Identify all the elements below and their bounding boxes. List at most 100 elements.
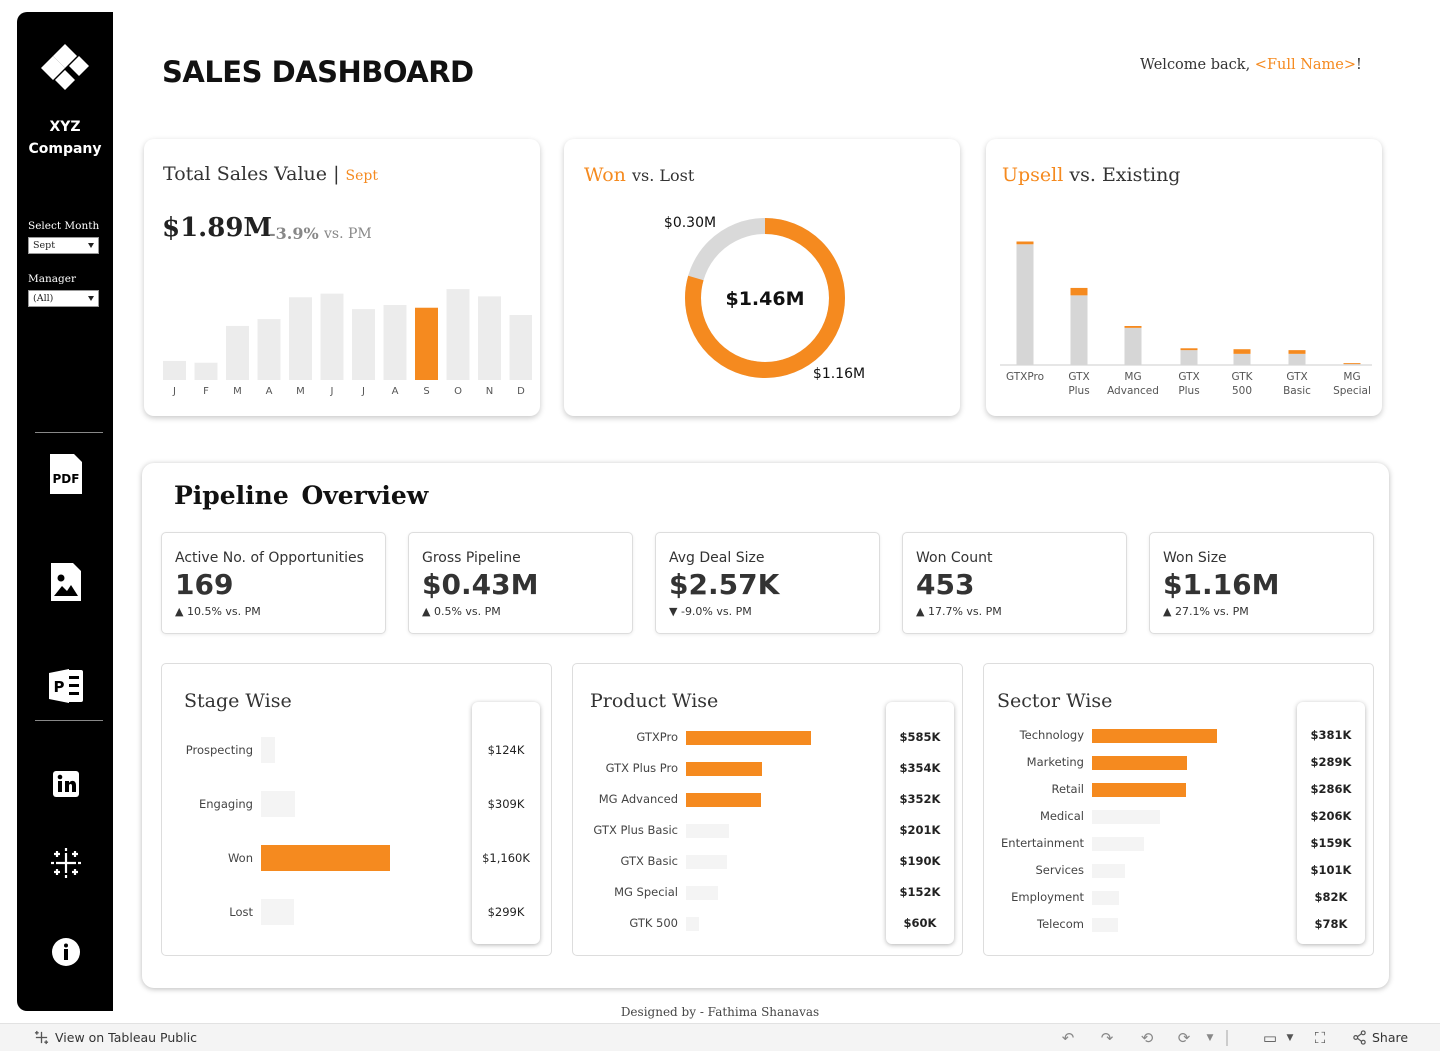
tableau-link[interactable] — [47, 844, 85, 882]
linkedin-icon — [53, 771, 79, 797]
kpi-card-won-count: Won Count 453 ▲ 17.7% vs. PM — [902, 532, 1127, 634]
kpi-change: ▼ -9.0% vs. PM — [669, 605, 752, 618]
horizontal-bar — [1092, 918, 1118, 932]
product-wise-card: Product Wise GTXPro $585K GTX Plus Pro $354… — [572, 663, 963, 956]
bar-category-label: GTX Basic — [620, 854, 678, 868]
won-value-label: $1.16M — [813, 366, 865, 382]
undo-icon[interactable]: ↶ — [1061, 1029, 1075, 1047]
share-icon — [1353, 1030, 1366, 1045]
kpi-change: ▲ 0.5% vs. PM — [422, 605, 501, 618]
month-filter-select[interactable]: Sept — [28, 237, 99, 254]
existing-bar — [1180, 350, 1198, 365]
product-tick-label: GTXPro — [1006, 371, 1044, 383]
view-on-tableau-link[interactable]: View on Tableau Public — [34, 1030, 197, 1045]
existing-bar — [1124, 327, 1142, 365]
comment-icon[interactable]: ▭ — [1262, 1029, 1278, 1047]
bar-value-label: $354K — [899, 761, 941, 775]
welcome-prefix: Welcome back, — [1140, 57, 1255, 73]
bar-category-label: Won — [227, 851, 253, 865]
kpi-change-text: -9.0% vs. PM — [680, 605, 752, 618]
info-button[interactable] — [47, 933, 85, 971]
upsell-bar — [1070, 287, 1088, 296]
won-lost-card: Won vs. Lost $1.46M $0.30M $1.16M — [564, 139, 960, 416]
share-button[interactable]: Share — [1352, 1030, 1408, 1045]
product-tick-label: GTX — [1068, 371, 1089, 383]
manager-filter-select[interactable]: (All) — [28, 290, 99, 307]
product-wise-title: Product Wise — [590, 690, 719, 712]
bar-category-label: GTXPro — [636, 730, 678, 744]
bar-category-label: GTX Plus Basic — [593, 823, 678, 837]
revert-icon[interactable]: ⟲ — [1140, 1029, 1154, 1047]
bar-value-label: $60K — [903, 916, 937, 930]
existing-bar — [1016, 244, 1034, 365]
svg-text:P: P — [54, 678, 65, 696]
kpi-change: ▲ 27.1% vs. PM — [1163, 605, 1249, 618]
upsell-bar — [1343, 363, 1361, 365]
bar-value-label: $299K — [487, 905, 525, 919]
horizontal-bar — [686, 886, 719, 900]
horizontal-bar — [1092, 783, 1186, 797]
sector-wise-card: Sector Wise Technology $381K Marketing $289… — [983, 663, 1374, 956]
month-tick-label: M — [233, 386, 242, 397]
bar-category-label: Employment — [1011, 890, 1084, 904]
sales-bar — [383, 305, 407, 380]
upsell-card: Upsell vs. Existing GTXPro GTX Plus MG Advan… — [986, 139, 1382, 416]
refresh-icon[interactable]: ⟳ — [1177, 1029, 1191, 1047]
won-lost-donut-chart: $1.46M $0.30M $1.16M — [664, 215, 865, 382]
donut-slice-won — [685, 218, 845, 378]
product-tick-label: GTK — [1231, 371, 1253, 383]
donut-center-label: $1.46M — [725, 288, 804, 310]
chevron-down-icon — [88, 296, 94, 301]
kpi-change-text: 17.7% vs. PM — [927, 605, 1002, 618]
linkedin-link[interactable] — [47, 765, 85, 803]
kpi-change-text: 10.5% vs. PM — [186, 605, 261, 618]
upsell-bar — [1233, 349, 1251, 354]
existing-bar — [1288, 353, 1306, 365]
bar-category-label: Prospecting — [185, 743, 253, 757]
bar-value-label: $206K — [1310, 809, 1352, 823]
month-tick-label: A — [392, 386, 399, 397]
horizontal-bar — [1092, 864, 1126, 878]
arrow-up-icon: ▲ — [422, 605, 431, 618]
month-tick-label: M — [296, 386, 305, 397]
bar-category-label: Medical — [1039, 809, 1084, 823]
month-tick-label: S — [423, 386, 429, 397]
kpi-change: ▲ 17.7% vs. PM — [916, 605, 1002, 618]
sales-bar — [415, 307, 438, 380]
arrow-down-icon: ▼ — [669, 605, 678, 618]
kpi-card-gross-pipeline: Gross Pipeline $0.43M ▲ 0.5% vs. PM — [408, 532, 633, 634]
pdf-icon-text: PDF — [53, 472, 80, 486]
total-sales-value: $1.89M — [162, 213, 273, 243]
total-sales-delta: -3.9% — [269, 224, 319, 243]
kpi-label: Won Count — [916, 550, 993, 566]
redo-icon[interactable]: ↷ — [1100, 1029, 1114, 1047]
upsell-bar — [1180, 348, 1198, 351]
product-tick-label: Special — [1333, 385, 1371, 397]
upsell-title-accent: Upsell — [1002, 164, 1064, 186]
bar-category-label: GTK 500 — [629, 916, 678, 930]
image-export-button[interactable] — [47, 563, 85, 601]
existing-bar — [1233, 353, 1251, 365]
product-tick-label: 500 — [1232, 385, 1252, 397]
product-tick-label: MG — [1124, 371, 1141, 383]
pdf-icon: PDF — [50, 454, 82, 494]
month-tick-label: J — [330, 386, 334, 397]
bar-category-label: Technology — [1019, 728, 1084, 742]
existing-bar — [1343, 364, 1361, 365]
total-sales-vs-label: vs. PM — [324, 226, 372, 242]
pipeline-overview-panel: Pipeline Overview Active No. of Opportun… — [142, 463, 1389, 988]
tableau-icon — [51, 848, 81, 878]
upsell-bar-chart: GTXPro GTX Plus MG Advanced GTX Plus GTK 500 GTX B… — [1000, 241, 1372, 397]
upsell-bar — [1016, 241, 1034, 245]
chevron-down-icon[interactable]: ▼ — [1206, 1033, 1214, 1043]
kpi-card-opportunities: Active No. of Opportunities 169 ▲ 10.5% … — [161, 532, 386, 634]
company-line-2: Company — [28, 141, 102, 157]
month-tick-label: O — [454, 386, 462, 397]
chevron-down-icon[interactable]: ▼ — [1286, 1033, 1294, 1043]
won-lost-title: Won vs. Lost — [584, 164, 694, 186]
bar-value-label: $82K — [1314, 890, 1348, 904]
pdf-export-button[interactable]: PDF — [47, 454, 85, 494]
fullscreen-icon[interactable]: ⛶ — [1314, 1029, 1326, 1047]
powerpoint-export-button[interactable]: P — [47, 667, 85, 705]
horizontal-bar — [261, 899, 295, 925]
